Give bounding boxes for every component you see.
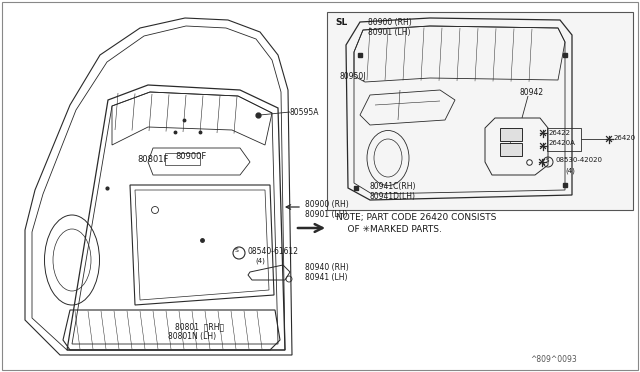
Text: 08540-61612: 08540-61612 [247,247,298,256]
Text: 80901 (LH): 80901 (LH) [305,210,348,219]
Text: OF ✳MARKED PARTS.: OF ✳MARKED PARTS. [336,225,442,234]
Text: (4): (4) [255,257,265,263]
Text: 80801F: 80801F [137,155,168,164]
Text: 80941D(LH): 80941D(LH) [370,192,416,201]
Text: 80940 (RH): 80940 (RH) [305,263,349,272]
Text: 80941 (LH): 80941 (LH) [305,273,348,282]
Text: 80900 (RH): 80900 (RH) [305,200,349,209]
Text: 80941C(RH): 80941C(RH) [370,182,417,191]
Text: 80801N (LH): 80801N (LH) [168,332,216,341]
Bar [500,143,522,156]
Text: ^809^0093: ^809^0093 [530,355,577,364]
Bar [500,128,522,141]
Text: SL: SL [335,18,348,27]
Text: (4): (4) [565,167,575,173]
Text: 80950J: 80950J [340,72,367,81]
Text: 80900F: 80900F [175,152,206,161]
Text: 26422: 26422 [549,130,571,136]
Text: 80942: 80942 [520,88,544,97]
Text: S: S [235,247,239,253]
Text: 26420: 26420 [614,135,636,141]
Text: 80901 (LH): 80901 (LH) [368,28,410,37]
Text: 80801  〈RH〉: 80801 〈RH〉 [175,322,224,331]
Text: 26420A: 26420A [549,140,576,146]
Bar [547,128,581,151]
Text: NOTE; PART CODE 26420 CONSISTS: NOTE; PART CODE 26420 CONSISTS [336,213,497,222]
Text: 80900 (RH): 80900 (RH) [368,18,412,27]
Bar [327,12,633,210]
Text: 08530-42020: 08530-42020 [555,157,602,163]
Text: S: S [545,157,548,163]
Text: 80595A: 80595A [290,108,319,117]
